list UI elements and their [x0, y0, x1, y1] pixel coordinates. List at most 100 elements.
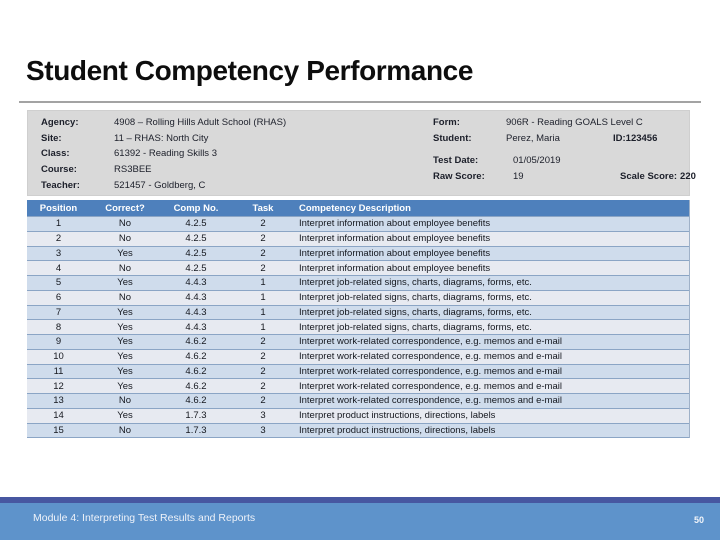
table-cell: 4	[55, 262, 62, 274]
table-cell: 4.6.2	[185, 380, 207, 392]
table-cell: 4.6.2	[185, 395, 207, 407]
table-cell: 3	[260, 410, 266, 422]
test-info-panel: Agency: 4908 – Rolling Hills Adult Schoo…	[27, 110, 696, 196]
column-header-position: Position	[39, 202, 78, 214]
table-cell: 8	[55, 321, 62, 333]
table-cell: 4.6.2	[185, 365, 207, 377]
teacher-value: 521457 - Goldberg, C	[114, 179, 206, 191]
competency-description-cell: Interpret information about employee ben…	[299, 262, 491, 274]
table-cell: Yes	[117, 306, 133, 318]
student-label: Student:	[433, 132, 472, 144]
table-row: 14 Yes 1.7.3 3 Interpret product instruction…	[27, 407, 689, 423]
scale-score-value: 220	[680, 171, 696, 183]
table-cell: 11	[53, 365, 64, 377]
table-cell: 4.2.5	[185, 233, 207, 245]
table-cell: Yes	[117, 365, 133, 377]
agency-value: 4908 – Rolling Hills Adult School (RHAS)	[114, 117, 287, 129]
table-cell: Yes	[117, 410, 133, 422]
table-cell: 2	[260, 262, 266, 274]
table-cell: 2	[260, 233, 266, 245]
table-row: 1 No 4.2.5 2 Interpret information about emp…	[27, 216, 689, 231]
table-cell: 1	[260, 321, 266, 333]
table-row: 2 No 4.2.5 2 Interpret information about emp…	[27, 230, 689, 246]
table-cell: 3	[260, 424, 266, 436]
table-cell: Yes	[117, 380, 133, 392]
raw-score-value: 19	[513, 171, 524, 183]
table-cell: 4.6.2	[185, 351, 207, 363]
competency-description-cell: Interpret job-related signs, charts, dia…	[299, 277, 532, 289]
competency-description-cell: Interpret product instructions, directio…	[299, 410, 496, 422]
table-cell: 4.4.3	[185, 277, 207, 289]
teacher-label: Teacher:	[41, 179, 80, 191]
test-date-value: 01/05/2019	[513, 155, 561, 167]
test-date-label: Test Date:	[433, 155, 479, 167]
table-row: 12 Yes 4.6.2 2 Interpret work-related corres…	[27, 378, 689, 393]
column-header-task: Task	[252, 202, 274, 214]
student-info-column: Form: 906R - Reading GOALS Level C Stude…	[433, 115, 696, 184]
table-cell: Yes	[117, 321, 133, 333]
competency-table-body: 1 No 4.2.5 2 Interpret information about emp…	[27, 216, 689, 439]
table-cell: 5	[55, 277, 62, 289]
table-cell: No	[118, 262, 132, 274]
class-info-column: Agency: 4908 – Rolling Hills Adult Schoo…	[41, 115, 286, 193]
table-cell: 6	[55, 292, 62, 304]
table-cell: 2	[55, 233, 62, 245]
table-cell: 14	[53, 410, 64, 422]
table-cell: 2	[260, 218, 266, 230]
table-cell: 4.4.3	[185, 321, 207, 333]
student-id-group: ID:123456	[613, 133, 657, 144]
competency-description-cell: Interpret work-related correspondence, e…	[299, 380, 562, 392]
table-cell: 2	[260, 380, 266, 392]
table-cell: 1	[55, 218, 62, 230]
competency-table: Position Correct? Comp No. Task Competen…	[27, 200, 690, 439]
student-value: Perez, Maria	[506, 132, 560, 144]
teacher-row: Teacher: 521457 - Goldberg, C	[41, 177, 286, 193]
form-row: Form: 906R - Reading GOALS Level C	[433, 115, 696, 131]
site-label: Site:	[41, 132, 62, 144]
raw-score-row: Raw Score: 19 Scale Score: 220	[433, 169, 696, 185]
table-cell: 1	[260, 292, 266, 304]
test-date-row: Test Date: 01/05/2019	[433, 153, 696, 169]
id-value: 123456	[625, 132, 658, 144]
competency-description-cell: Interpret work-related correspondence, e…	[299, 351, 562, 363]
competency-description-cell: Interpret work-related correspondence, e…	[299, 395, 562, 407]
site-row: Site: 11 – RHAS: North City	[41, 131, 286, 147]
competency-description-cell: Interpret product instructions, directio…	[299, 424, 496, 436]
table-cell: Yes	[117, 247, 133, 259]
competency-description-cell: Interpret work-related correspondence, e…	[299, 365, 562, 377]
course-label: Course:	[41, 164, 77, 176]
table-row: 10 Yes 4.6.2 2 Interpret work-related corres…	[27, 348, 689, 364]
table-row: 8 Yes 4.4.3 1 Interpret job-related signs, c…	[27, 319, 689, 334]
table-cell: 4.4.3	[185, 292, 207, 304]
table-cell: No	[118, 218, 132, 230]
table-cell: 4.4.3	[185, 306, 207, 318]
footer-module-text: Module 4: Interpreting Test Results and …	[33, 512, 256, 524]
agency-label: Agency:	[41, 117, 79, 129]
table-cell: Yes	[117, 336, 133, 348]
table-header-row: Position Correct? Comp No. Task Competen…	[27, 200, 689, 216]
raw-score-label: Raw Score:	[433, 171, 485, 183]
form-label: Form:	[433, 117, 460, 129]
table-cell: 1	[260, 306, 266, 318]
table-row: 11 Yes 4.6.2 2 Interpret work-related corres…	[27, 363, 689, 379]
table-cell: 10	[53, 351, 64, 363]
table-cell: No	[118, 233, 132, 245]
table-cell: Yes	[117, 351, 133, 363]
table-cell: 2	[260, 351, 266, 363]
table-cell: 9	[55, 336, 62, 348]
table-cell: Yes	[117, 277, 133, 289]
table-row: 5 Yes 4.4.3 1 Interpret job-related signs, c…	[27, 275, 689, 290]
student-row: Student: Perez, Maria ID:123456	[433, 131, 696, 147]
table-cell: 4.2.5	[185, 262, 207, 274]
table-cell: 4.6.2	[185, 336, 207, 348]
table-row: 3 Yes 4.2.5 2 Interpret information about em…	[27, 245, 689, 261]
table-cell: 1.7.3	[185, 410, 207, 422]
table-cell: 2	[260, 247, 266, 259]
footer-bar	[0, 503, 720, 540]
competency-description-cell: Interpret work-related correspondence, e…	[299, 336, 562, 348]
class-row: Class: 61392 - Reading Skills 3	[41, 146, 286, 162]
class-label: Class:	[41, 148, 70, 160]
id-label: ID:	[613, 132, 626, 144]
page-title: Student Competency Performance	[26, 55, 473, 86]
